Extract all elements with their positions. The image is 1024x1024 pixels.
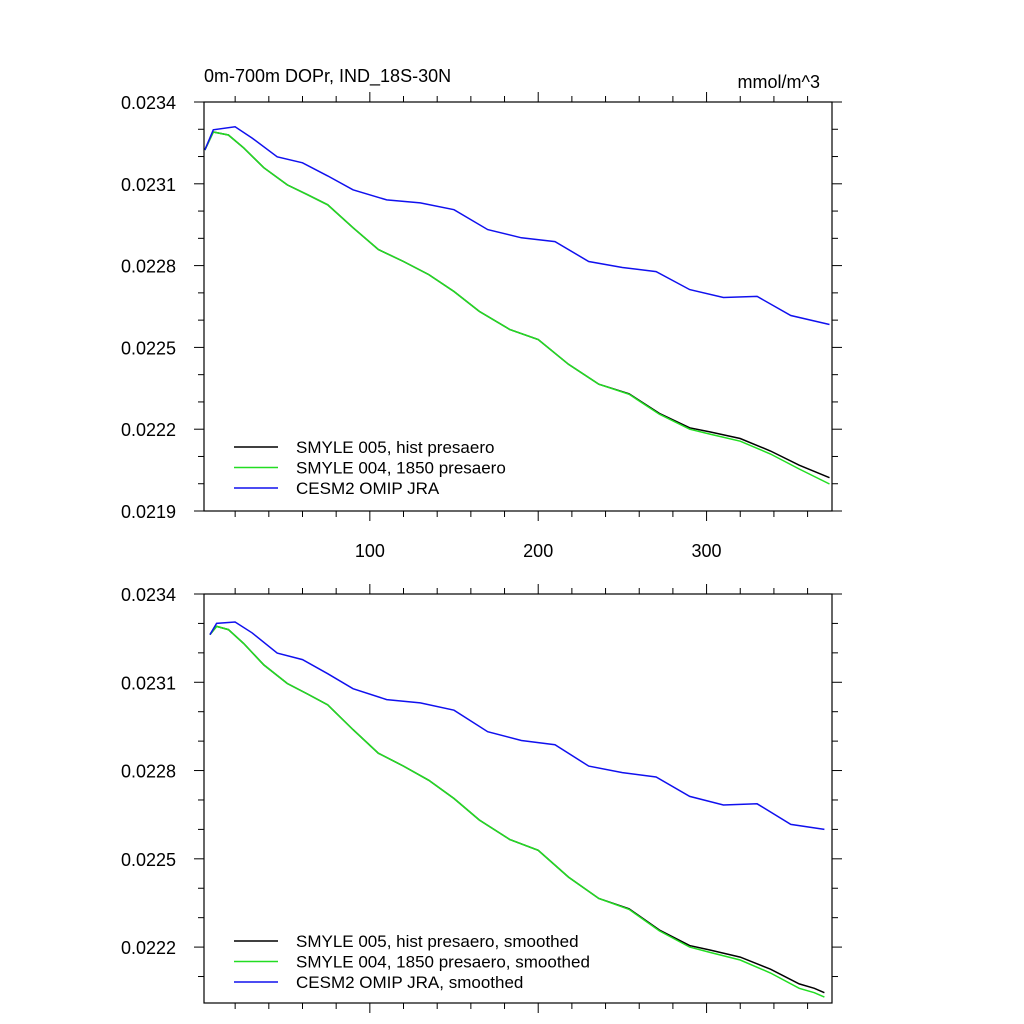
y-tick-label: 0.0228 xyxy=(121,257,176,277)
legend-label-2: CESM2 OMIP JRA xyxy=(296,479,440,498)
series-line-2 xyxy=(209,621,825,831)
legend-label-1: SMYLE 004, 1850 presaero xyxy=(296,459,506,478)
series-line-1 xyxy=(209,625,825,998)
series-line-2 xyxy=(204,126,830,326)
series-line-1 xyxy=(204,131,830,485)
y-tick-label: 0.0231 xyxy=(121,175,176,195)
y-tick-label: 0.0228 xyxy=(121,762,176,782)
plot-frame xyxy=(203,593,833,1004)
y-tick-label: 0.0222 xyxy=(121,938,176,958)
y-tick-label: 0.0234 xyxy=(121,93,176,113)
y-tick-label: 0.0225 xyxy=(121,338,176,358)
y-tick-label: 0.0231 xyxy=(121,673,176,693)
chart-title: 0m-700m DOPr, IND_18S-30N xyxy=(204,66,451,87)
legend-label-1: SMYLE 004, 1850 presaero, smoothed xyxy=(296,953,590,972)
x-tick-label: 100 xyxy=(355,541,385,561)
legend-label-0: SMYLE 005, hist presaero, smoothed xyxy=(296,932,579,951)
y-tick-label: 0.0219 xyxy=(121,502,176,522)
units-label: mmol/m^3 xyxy=(738,72,820,92)
y-tick-label: 0.0222 xyxy=(121,420,176,440)
x-tick-label: 200 xyxy=(523,541,553,561)
y-tick-label: 0.0234 xyxy=(121,585,176,605)
bottom-panel: 0.0222 0.0225 0.0228 0.0231 0.0234 SMYLE 005,… xyxy=(121,584,842,1013)
legend-label-0: SMYLE 005, hist presaero xyxy=(296,438,494,457)
plot-frame xyxy=(203,101,833,512)
x-tick-label: 300 xyxy=(692,541,722,561)
y-tick-label: 0.0225 xyxy=(121,850,176,870)
legend-label-2: CESM2 OMIP JRA, smoothed xyxy=(296,973,523,992)
series-line-0 xyxy=(204,131,830,479)
top-panel: 100 200 300 0.0219 0.0222 0.0225 0.0228 0.0231 0… xyxy=(121,92,842,561)
